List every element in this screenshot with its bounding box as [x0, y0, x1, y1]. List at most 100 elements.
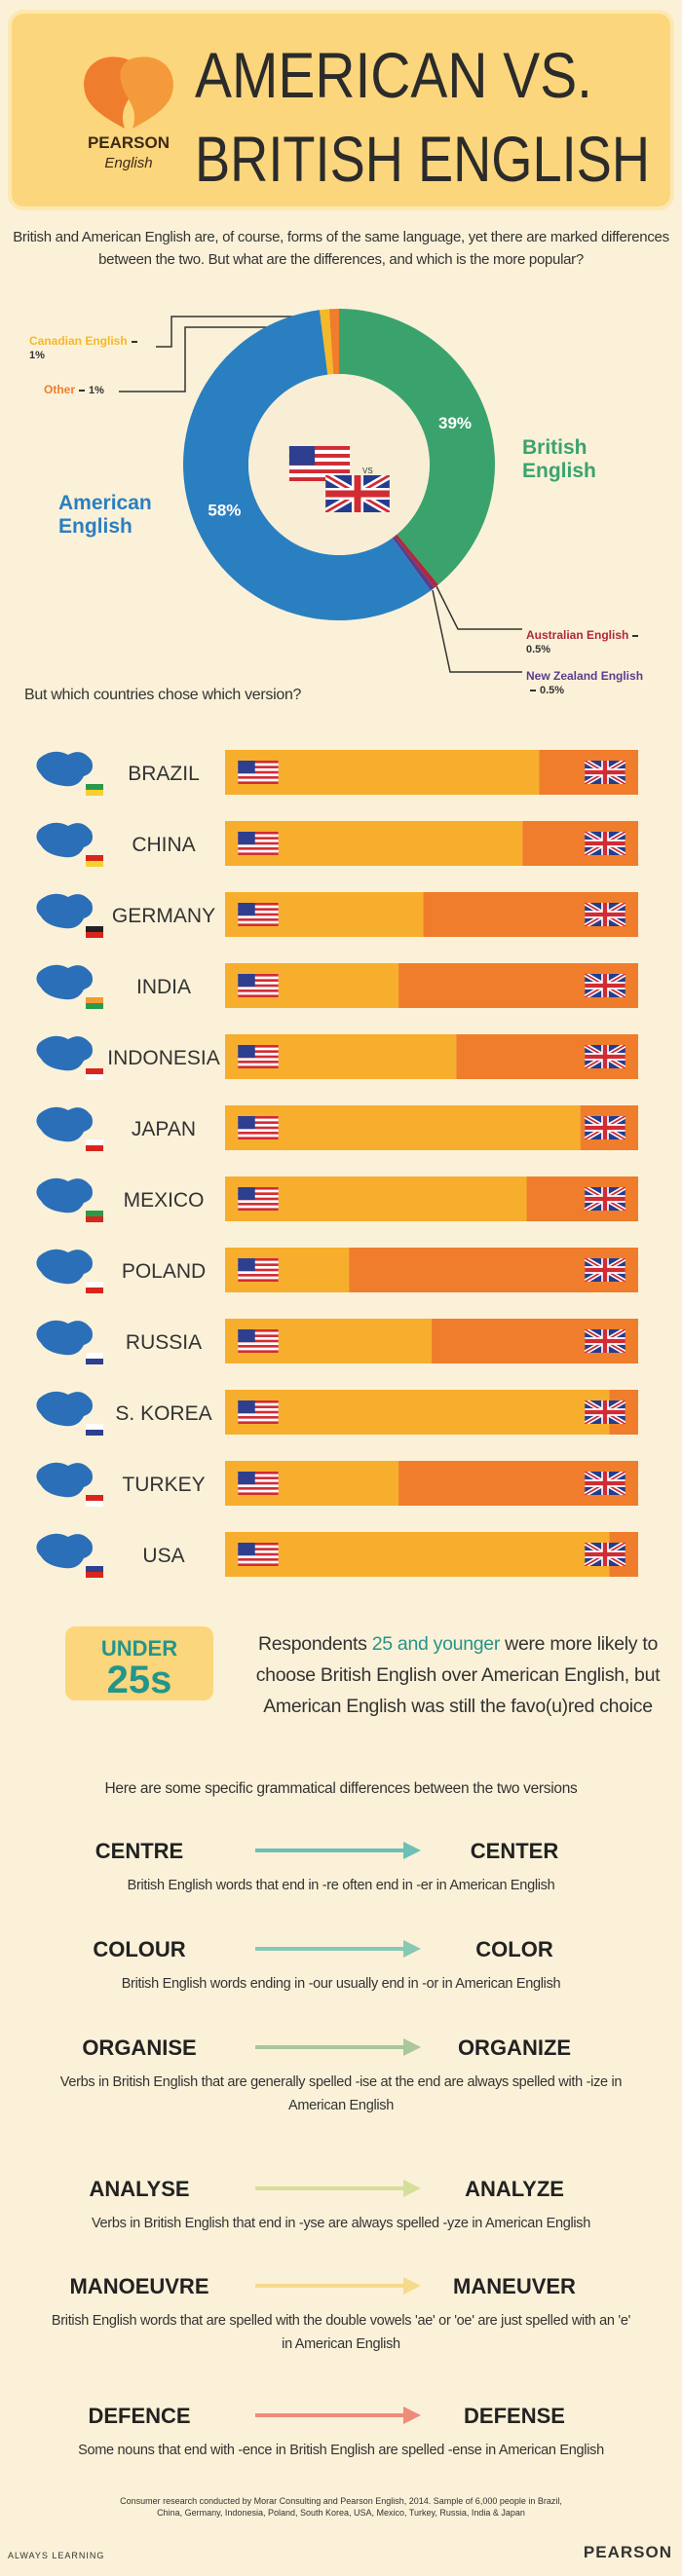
footer-brand: PEARSON: [583, 2543, 672, 2561]
category-label: American English: [58, 492, 152, 539]
differences-heading: Here are some specific grammatical diffe…: [104, 1780, 578, 1797]
arrow-head: [403, 1940, 421, 1958]
slice: [392, 536, 436, 591]
arrow-head: [403, 2038, 421, 2056]
country-label: USA: [142, 1545, 184, 1567]
category-label: New Zealand English: [526, 669, 644, 683]
mini-flag: [86, 1211, 103, 1216]
category-label: Australian English: [526, 628, 629, 642]
mini-flag: [86, 1003, 103, 1009]
uk-flag: [585, 1472, 625, 1495]
country-label: JAPAN: [132, 1118, 196, 1140]
slice: [183, 310, 432, 620]
dash: [530, 689, 536, 691]
mini-flag: [86, 1501, 103, 1507]
description: British English words that end in -re of…: [127, 1878, 555, 1893]
arrow-head: [403, 1842, 421, 1859]
description: British English words that are spelled w…: [51, 2313, 631, 2352]
us-flag: [238, 903, 279, 926]
uk-flag: [585, 832, 625, 855]
country-label: CHINA: [132, 834, 195, 856]
under25-text: Respondents 25 and younger were more lik…: [239, 1628, 677, 1722]
mini-flag: [86, 1424, 103, 1430]
description: Verbs in British English that end in -ys…: [91, 2216, 591, 2231]
mini-flag: [86, 1572, 103, 1578]
mini-flag: [86, 1139, 103, 1145]
mini-flag: [86, 1359, 103, 1364]
country-map: [36, 1320, 93, 1356]
intro: British and American English are, of cou…: [13, 229, 669, 268]
country-label: TURKEY: [122, 1474, 205, 1496]
country-label: S. KOREA: [115, 1402, 211, 1425]
title-line: AMERICAN VS.: [195, 39, 592, 111]
mini-flag: [86, 784, 103, 790]
bar-title: But which countries chose which version?: [24, 687, 302, 703]
country-bars: BRAZIL CHINA GERMANY INDIA INDONESIA JAPAN MEX…: [36, 750, 638, 1578]
country-label: MEXICO: [124, 1189, 205, 1212]
pie-label: British English: [522, 436, 639, 483]
us-flag: [238, 1400, 279, 1424]
country-map: [36, 751, 93, 787]
us-flag: [238, 974, 279, 997]
bar: [225, 1532, 610, 1577]
american-word: ORGANIZE: [458, 2035, 571, 2060]
british-word: ANALYSE: [89, 2177, 189, 2201]
uk-flag: [585, 1116, 625, 1139]
slice: [395, 534, 438, 588]
mini-flag: [86, 1145, 103, 1151]
mini-flag: [86, 932, 103, 938]
description: Some nouns that end with -ence in Britis…: [78, 2443, 604, 2458]
logo-brand: PEARSON: [88, 133, 170, 152]
country-map: [36, 1533, 93, 1569]
country-map: [36, 822, 93, 858]
footnote: Consumer research conducted by Morar Con…: [120, 2496, 562, 2518]
uk-flag: [585, 1543, 625, 1566]
value-label: 1%: [89, 385, 104, 396]
british-word: DEFENCE: [88, 2404, 190, 2428]
mini-flag: [86, 1074, 103, 1080]
badge-bottom: 25s: [107, 1659, 172, 1701]
pie-label: Canadian English1%: [29, 334, 156, 362]
country-map: [36, 1462, 93, 1498]
arrows: CENTRE CENTER COLOUR COLOR ORGANISE ORGANIZE A…: [69, 1839, 576, 2428]
american-word: ANALYZE: [465, 2177, 564, 2201]
uk-flag: [325, 475, 390, 512]
logo-sub: English: [104, 155, 152, 171]
us-flag: [238, 1543, 279, 1566]
badge: [65, 1626, 213, 1700]
british-word: ORGANISE: [82, 2035, 196, 2060]
us-flag: [238, 1187, 279, 1211]
country-map: [36, 1177, 93, 1213]
description: Verbs in British English that are genera…: [59, 2074, 623, 2113]
country-label: INDONESIA: [107, 1047, 220, 1069]
pie-label: American English: [58, 492, 175, 539]
value-label: 0.5%: [540, 684, 565, 696]
mini-flag: [86, 1566, 103, 1572]
dash: [131, 340, 137, 343]
us-flag: [238, 1045, 279, 1068]
mini-flag: [86, 1430, 103, 1436]
category-label: Canadian English: [29, 334, 128, 348]
mini-flag: [86, 861, 103, 867]
us-flag: [238, 1116, 279, 1139]
category-label: British English: [522, 436, 596, 483]
arrow-head: [403, 2407, 421, 2424]
value-label: 0.5%: [526, 643, 551, 655]
country-map: [36, 1391, 93, 1427]
country-map: [36, 1035, 93, 1071]
tagline: ALWAYS LEARNING: [8, 2551, 105, 2560]
text: Respondents: [257, 1633, 372, 1655]
country-map: [36, 964, 93, 1000]
slice: [328, 309, 339, 375]
american-word: DEFENSE: [464, 2404, 565, 2428]
mini-flag: [86, 855, 103, 861]
british-word: MANOEUVRE: [69, 2274, 208, 2298]
uk-flag: [585, 761, 625, 784]
us-flag: [238, 832, 279, 855]
uk-flag: [585, 1187, 625, 1211]
uk-flag: [585, 1258, 625, 1282]
pie-label: Other 1%: [44, 383, 170, 397]
mini-flag: [86, 1288, 103, 1293]
